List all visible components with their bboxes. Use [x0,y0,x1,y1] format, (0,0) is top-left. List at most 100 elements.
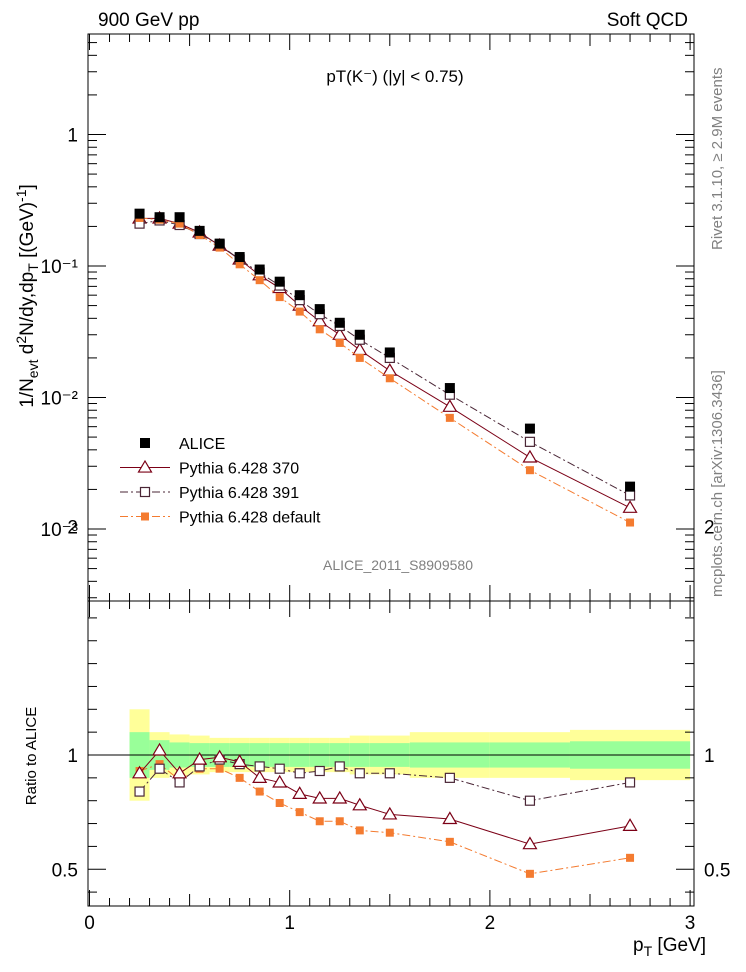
y-tick-label: 1 [67,126,78,147]
main-data-point [445,413,454,422]
ratio-data-point [154,763,165,774]
main-series-line [139,217,631,509]
main-data-point [154,212,165,223]
chart-title: pT(K⁻) (|y| < 0.75) [326,67,463,86]
ratio-y-axis-label: Ratio to ALICE [23,707,40,805]
ratio-data-point [254,761,265,772]
ratio-ticks: 0.5 0.5 1 1 2 2 0 1 2 3 [52,518,731,935]
ratio-data-point [334,761,345,772]
x-tick-label: 3 [685,913,696,934]
main-data-point [314,304,325,315]
y-tick-label: 10⁻³ [41,520,79,541]
ratio-data-point [314,765,325,777]
ratio-series-layer [132,742,638,878]
main-data-point [355,353,364,362]
x-tick-label: 2 [485,913,496,934]
main-data-point [315,325,324,334]
main-data-point [442,399,458,412]
ratio-uncertainty-bands [88,709,694,801]
legend-marker [139,486,151,498]
main-data-point [235,260,244,269]
ratio-data-point [385,828,394,837]
ratio-data-point [172,765,188,779]
main-data-point [255,276,264,285]
ratio-data-point [624,777,636,788]
legend-label: ALICE [179,436,225,453]
ratio-data-point [294,768,305,779]
main-data-point [525,466,534,475]
ratio-data-point [274,763,285,774]
ratio-series-line [139,763,631,875]
main-data-point [524,436,536,447]
main-data-point [334,317,345,328]
ratio-data-point [212,749,228,763]
x-tick-label: 1 [284,913,295,934]
ratio-data-point [442,811,458,825]
main-data-point [622,500,638,513]
main-ticks: 10⁻³ 10⁻² 10⁻¹ 1 [41,34,694,601]
ratio-y-tick-label: 2 [67,518,78,539]
ratio-panel: 0.5 0.51 12 20 1 2 3 Ratio to ALICE pT [GeV] [23,518,730,960]
main-data-point [335,338,344,347]
ratio-data-point [626,853,635,862]
legend-label: Pythia 6.428 391 [179,485,299,502]
ratio-data-point [622,818,638,831]
ratio-data-point [384,768,395,779]
y-tick-label: 10⁻² [41,389,79,410]
ratio-y-tick-label: 0.5 [704,860,730,881]
legend-marker [141,512,149,521]
main-data-point [275,293,284,302]
ratio-data-point [335,817,344,826]
watermark: ALICE_2011_S8909580 [323,557,473,573]
ratio-series-line [139,749,631,845]
source-label: mcplots.cern.ch [arXiv:1306.3436] [709,370,726,597]
main-data-point [385,374,394,383]
legend: ALICE Pythia 6.428 370 Pythia 6.428 391 Pyt… [120,436,321,527]
ratio-data-point [174,777,185,788]
main-series-line [139,217,631,523]
legend-marker [137,459,153,473]
ratio-data-point [134,786,145,797]
ratio-data-point [315,817,324,826]
ratio-data-point [235,773,244,782]
main-data-point [524,423,535,434]
ratio-y-tick-label: 0.5 [52,860,78,881]
main-data-point [625,481,636,492]
main-data-point [294,290,305,301]
ratio-data-point [192,751,208,765]
ratio-data-point [525,869,534,878]
ratio-y-tick-label: 1 [704,746,715,767]
main-data-point [522,449,538,463]
ratio-data-point [332,790,348,804]
ratio-data-point [152,742,168,756]
ratio-data-point [445,837,454,846]
ratio-data-point [272,774,288,788]
ratio-data-point [232,754,248,768]
ratio-data-point [524,795,536,806]
ratio-data-point [132,765,148,779]
main-data-point [624,490,636,501]
x-tick-label: 0 [84,913,95,934]
main-data-point [175,219,184,228]
main-series-layer [132,208,638,527]
main-data-point [194,225,205,236]
main-data-point [134,208,145,219]
ratio-series-line [139,759,631,802]
main-data-point [384,347,395,358]
legend-label: Pythia 6.428 default [179,510,321,527]
main-data-point [214,238,225,249]
main-data-point [354,329,365,340]
ratio-data-point [255,787,264,796]
ratio-data-point [215,764,224,773]
ratio-data-point [355,826,364,835]
main-data-point [295,307,304,316]
legend-label: Pythia 6.428 370 [179,461,299,478]
ratio-data-point [352,797,368,811]
main-data-point [254,264,265,275]
header-process-label: Soft QCD [607,10,688,31]
ratio-y-tick-label: 1 [67,746,78,767]
ratio-data-point [444,772,455,783]
ratio-data-point [354,768,365,779]
header-energy-label: 900 GeV pp [98,10,199,31]
